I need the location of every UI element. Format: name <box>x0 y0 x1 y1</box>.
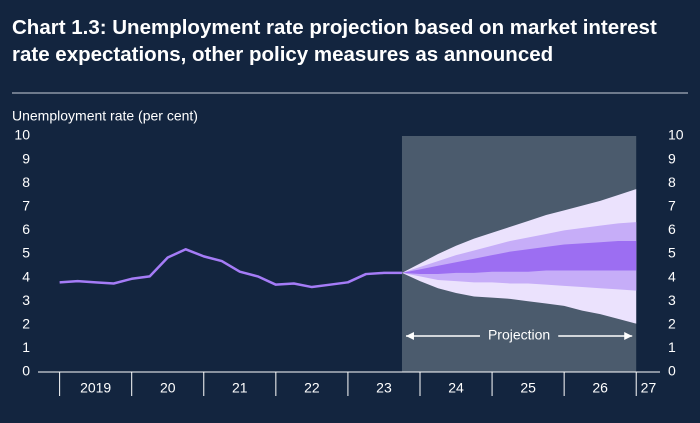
y-tick-label-right: 7 <box>668 198 676 214</box>
y-tick-label: 2 <box>22 316 30 332</box>
fan-band <box>401 241 637 275</box>
x-tick-label: 26 <box>592 380 608 396</box>
y-tick-label: 9 <box>22 150 30 166</box>
x-tick-label: 27 <box>641 380 657 396</box>
x-tick-label: 24 <box>448 380 464 396</box>
y-tick-label-right: 4 <box>668 268 676 284</box>
y-tick-label: 3 <box>22 292 30 308</box>
y-tick-label: 6 <box>22 221 30 237</box>
y-tick-label-right: 1 <box>668 339 676 355</box>
y-tick-label: 0 <box>22 363 30 379</box>
y-tick-label-right: 9 <box>668 150 676 166</box>
y-tick-label-right: 3 <box>668 292 676 308</box>
projection-label: Projection <box>488 327 550 343</box>
x-tick-label: 2019 <box>80 380 111 396</box>
arrow-head <box>405 332 414 340</box>
history-line <box>59 248 402 289</box>
y-tick-label-right: 2 <box>668 316 676 332</box>
y-tick-label-right: 5 <box>668 245 676 261</box>
x-tick-label: 22 <box>304 380 320 396</box>
y-tick-label: 7 <box>22 198 30 214</box>
x-tick-label: 20 <box>160 380 176 396</box>
y-tick-label: 10 <box>14 127 30 143</box>
y-axis-label: Unemployment rate (per cent) <box>12 108 198 124</box>
x-tick-label: 25 <box>520 380 536 396</box>
y-tick-label-right: 6 <box>668 221 676 237</box>
chart-title: Chart 1.3: Unemployment rate projection … <box>12 16 657 66</box>
y-tick-label: 8 <box>22 174 30 190</box>
y-tick-label: 4 <box>22 268 30 284</box>
y-tick-label-right: 0 <box>668 363 676 379</box>
x-tick-label: 21 <box>232 380 248 396</box>
x-tick-label: 23 <box>376 380 392 396</box>
y-tick-label-right: 8 <box>668 174 676 190</box>
y-tick-label-right: 10 <box>668 127 684 143</box>
y-tick-label: 1 <box>22 339 30 355</box>
arrow-head <box>624 332 633 340</box>
y-tick-label: 5 <box>22 245 30 261</box>
